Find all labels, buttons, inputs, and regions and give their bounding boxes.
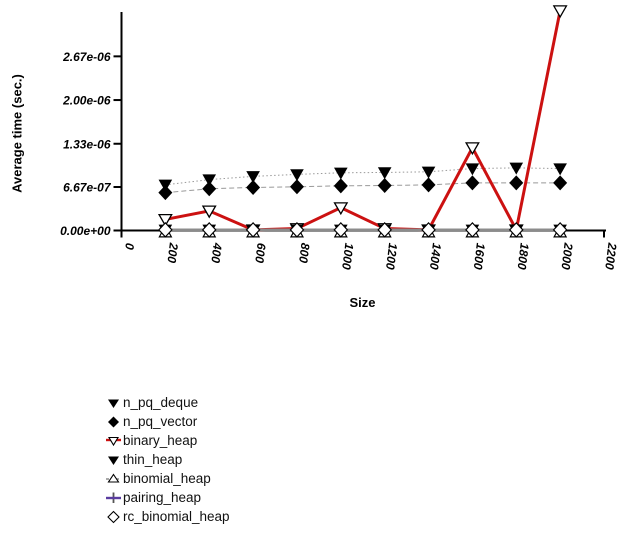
x-tick-label: 2000: [558, 241, 575, 271]
legend-item-binary-heap: binary_heap: [105, 431, 230, 450]
legend-label: n_pq_vector: [123, 414, 198, 429]
legend-item-rc-binomial-heap: rc_binomial_heap: [105, 507, 230, 526]
marker: [553, 163, 567, 176]
legend-label: binomial_heap: [123, 471, 211, 486]
marker: [333, 202, 349, 216]
marker: [552, 5, 568, 19]
x-tick-label: 600: [252, 242, 268, 264]
marker: [333, 178, 348, 194]
x-tick-label: 2200: [602, 241, 619, 271]
x-tick-label: 1000: [339, 242, 356, 271]
marker: [509, 162, 524, 175]
marker: [553, 175, 568, 191]
legend-item-binomial-heap: binomial_heap: [105, 469, 230, 488]
marker: [421, 166, 436, 179]
x-tick-label: 800: [296, 242, 312, 264]
marker: [289, 221, 305, 238]
legend-label: n_pq_deque: [123, 395, 199, 410]
marker: [377, 177, 392, 193]
marker: [201, 221, 217, 238]
y-tick-label: 0.00e+00: [60, 224, 111, 238]
legend-label: thin_heap: [123, 452, 183, 467]
marker: [465, 175, 480, 191]
y-tick-label: 1.33e-06: [63, 137, 111, 151]
filled-diamond-icon: [108, 416, 119, 428]
marker: [246, 171, 260, 184]
marker: [465, 163, 480, 176]
marker: [245, 221, 261, 238]
marker: [290, 169, 304, 182]
legend-item-n-pq-deque: n_pq_deque: [105, 393, 230, 412]
marker: [509, 175, 524, 191]
open-up-triangle-gray-line-icon: [106, 473, 121, 483]
marker: [552, 221, 568, 238]
x-tick-label: 200: [164, 241, 180, 264]
series-line-n_pq_vector: [165, 182, 561, 194]
marker: [377, 167, 392, 180]
marker: [464, 142, 480, 156]
legend: n_pq_deque n_pq_vector binary_heap thin_…: [105, 393, 230, 526]
x-tick-label: 1400: [427, 242, 444, 271]
marker: [508, 221, 524, 238]
marker: [202, 174, 217, 187]
marker: [158, 185, 173, 201]
marker: [201, 205, 217, 219]
open-down-triangle-red-line-icon: [106, 436, 121, 447]
marker: [246, 179, 261, 195]
legend-label: binary_heap: [123, 433, 198, 448]
y-tick-label: 2.00e-06: [62, 94, 111, 108]
filled-down-triangle-icon: [108, 399, 119, 408]
open-diamond-icon: [107, 510, 120, 524]
plus-purple-line-icon: [106, 492, 121, 503]
x-axis-title: Size: [349, 295, 376, 310]
legend-item-n-pq-vector: n_pq_vector: [105, 412, 230, 431]
marker: [157, 213, 173, 227]
legend-label: rc_binomial_heap: [123, 509, 230, 524]
y-tick-label: 6.67e-07: [63, 180, 112, 194]
x-tick-label: 1200: [383, 242, 400, 271]
marker: [158, 221, 173, 238]
x-tick-label: 400: [208, 241, 224, 264]
marker: [202, 181, 217, 197]
x-tick-label: 1600: [471, 242, 488, 271]
y-tick-label: 2.67e-06: [62, 50, 111, 64]
x-tick-label: 0: [122, 242, 137, 251]
marker: [333, 221, 349, 238]
series-line-binary_heap: [165, 10, 562, 235]
x-tick-label: 1800: [515, 242, 532, 271]
marker: [289, 179, 304, 195]
marker: [377, 221, 393, 238]
legend-label: pairing_heap: [123, 490, 202, 505]
series-line-n_pq_deque: [165, 167, 561, 186]
filled-down-triangle-icon: [108, 456, 119, 465]
y-axis-title: Average time (sec.): [9, 74, 25, 193]
legend-item-thin-heap: thin_heap: [105, 450, 230, 469]
marker: [465, 221, 480, 238]
marker: [334, 167, 348, 180]
marker: [421, 221, 436, 238]
line-chart-plot-area: 0.00e+00 6.67e-07 1.33e-06 2.00e-06 2.67e-06…: [60, 5, 620, 271]
marker: [421, 177, 436, 193]
legend-item-pairing-heap: pairing_heap: [105, 488, 230, 507]
